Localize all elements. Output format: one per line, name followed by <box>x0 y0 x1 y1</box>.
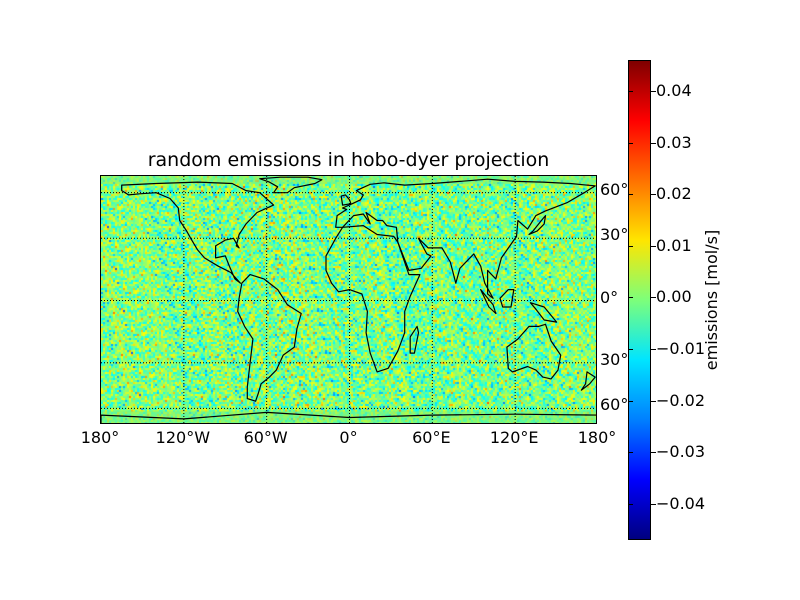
colorbar-tick <box>628 297 633 299</box>
colorbar-tick-label: −0.02 <box>656 390 706 410</box>
coastline <box>335 178 596 299</box>
colorbar-tick <box>651 142 656 144</box>
coastline <box>580 371 596 391</box>
longitude-tick-label: 0° <box>339 428 358 447</box>
colorbar-tick-label: −0.03 <box>656 442 706 462</box>
colorbar-tick <box>651 245 656 247</box>
latitude-tick-label: 60° <box>600 395 629 415</box>
colorbar-tick <box>628 503 633 505</box>
colorbar-tick-label: 0.03 <box>656 132 692 152</box>
longitude-tick-label: 180° <box>80 428 120 447</box>
map-overlay <box>101 176 596 423</box>
coastline <box>499 289 515 308</box>
longitude-tick-label: 120°E <box>489 428 539 447</box>
colorbar-tick <box>651 400 656 402</box>
colorbar-tick <box>651 194 656 196</box>
coastline <box>506 323 562 380</box>
colorbar-tick <box>628 400 633 402</box>
coastline <box>409 325 420 354</box>
colorbar-tick <box>628 245 633 247</box>
colorbar-tick <box>628 142 633 144</box>
map-panel[interactable] <box>100 175 597 424</box>
coastline <box>480 289 497 315</box>
longitude-tick-label: 120°W <box>155 428 211 447</box>
colorbar-tick <box>651 297 656 299</box>
coastline <box>121 181 275 284</box>
colorbar-tick <box>651 349 656 351</box>
coastline <box>101 411 596 423</box>
colorbar-label: emissions [mol/s] <box>702 229 721 371</box>
coastline <box>529 302 558 323</box>
coastline <box>259 176 323 194</box>
colorbar-tick-label: 0.01 <box>656 235 692 255</box>
colorbar-tick <box>651 503 656 505</box>
latitude-tick-label: 60° <box>600 179 629 199</box>
colorbar-tick <box>628 349 633 351</box>
map-title: random emissions in hobo-dyer projection <box>147 149 550 171</box>
colorbar-tick-label: 0.04 <box>656 80 692 100</box>
colorbar-tick <box>628 452 633 454</box>
coastline <box>528 215 547 236</box>
colorbar-tick-label: 0.00 <box>656 287 692 307</box>
colorbar-tick <box>628 90 633 92</box>
coastline <box>237 274 302 402</box>
longitude-tick-label: 180° <box>577 428 617 447</box>
latitude-tick-label: 30° <box>600 225 629 245</box>
colorbar-tick-label: −0.01 <box>656 339 706 359</box>
colorbar-tick-label: 0.02 <box>656 184 692 204</box>
coastline <box>340 194 352 206</box>
colorbar <box>628 60 651 540</box>
longitude-tick-label: 60°W <box>243 428 288 447</box>
colorbar-tick <box>628 194 633 196</box>
latitude-tick-label: 0° <box>600 287 619 307</box>
coastline <box>325 225 421 373</box>
latitude-tick-label: 30° <box>600 349 629 369</box>
longitude-tick-label: 60°E <box>412 428 451 447</box>
colorbar-tick <box>651 90 656 92</box>
colorbar-tick-label: −0.04 <box>656 493 706 513</box>
colorbar-tick <box>651 452 656 454</box>
